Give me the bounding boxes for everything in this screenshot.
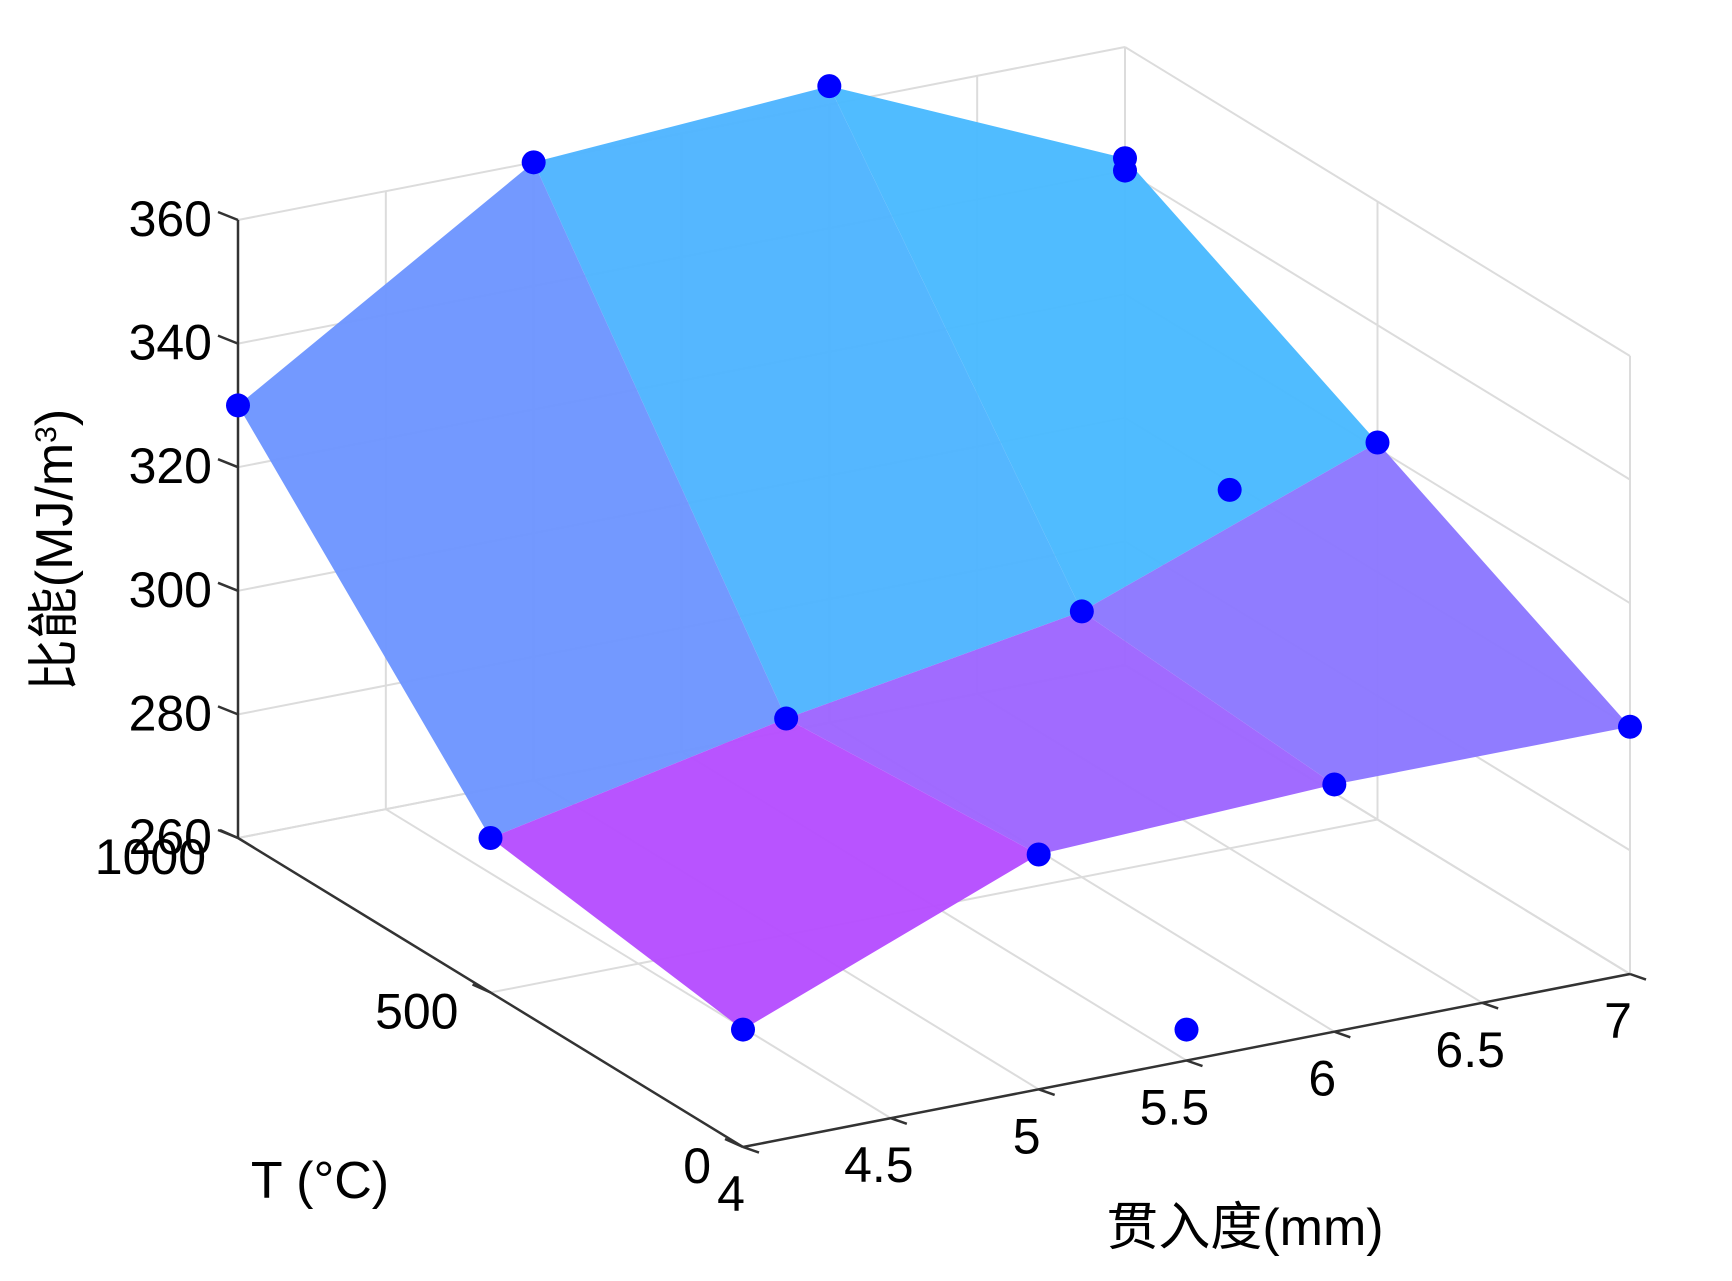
x-tick-mark	[1186, 1059, 1203, 1068]
data-point-marker	[1365, 430, 1390, 455]
data-point-marker	[478, 826, 503, 850]
z-axis-title: 比能(MJ/m3)	[26, 409, 84, 691]
z-tick-mark	[217, 210, 239, 222]
z-tick-mark	[217, 828, 239, 840]
side-wall-grid-z	[1124, 169, 1631, 481]
x-tick-label: 6.5	[1435, 1022, 1505, 1078]
y-tick-label: 500	[375, 984, 458, 1040]
x-tick-mark	[742, 1145, 760, 1154]
x-axis-title: 贯入度(mm)	[1106, 1199, 1383, 1257]
x-tick-mark	[890, 1116, 908, 1125]
data-point-marker	[1113, 158, 1137, 183]
z-tick-mark	[217, 581, 239, 592]
x-tick-mark	[1481, 1001, 1499, 1010]
z-tick-mark	[217, 334, 239, 345]
axes	[217, 210, 1647, 1154]
data-point-marker	[817, 74, 842, 99]
z-tick-mark	[217, 705, 239, 716]
z-tick-label: 280	[129, 685, 212, 741]
data-point-marker	[226, 393, 250, 418]
surface-patch	[490, 718, 1039, 1030]
data-point-marker	[1069, 599, 1094, 624]
data-point-marker	[1322, 772, 1347, 797]
data-point-marker	[1217, 477, 1242, 502]
z-axis-title-close: )	[26, 409, 84, 426]
surface-patch	[1081, 442, 1630, 785]
data-point-marker	[731, 1017, 755, 1042]
data-point-marker	[1618, 714, 1642, 739]
data-point-marker	[774, 706, 799, 731]
x-tick-mark	[1629, 972, 1647, 981]
data-point-marker	[521, 150, 546, 175]
surface-patches	[238, 86, 1630, 1030]
x-tick-label: 4	[717, 1166, 745, 1222]
x-tick-mark	[1333, 1030, 1351, 1039]
z-axis-title-superscript: 3	[30, 426, 63, 443]
z-tick-label: 300	[129, 562, 212, 618]
z-tick-label: 340	[129, 315, 212, 371]
z-tick-mark	[217, 458, 239, 469]
data-point-marker	[1174, 1017, 1199, 1042]
x-tick-label: 5	[1013, 1108, 1041, 1164]
z-axis-title-main: 比能(MJ/m	[26, 443, 84, 691]
z-tick-label: 320	[129, 438, 212, 494]
data-point-marker	[1026, 842, 1051, 867]
x-tick-label: 4.5	[844, 1137, 914, 1193]
x-tick-mark	[1038, 1088, 1056, 1097]
surface-patch	[238, 162, 787, 839]
data-markers	[226, 74, 1642, 1042]
x-tick-label: 5.5	[1140, 1080, 1210, 1136]
y-tick-mark	[724, 1137, 744, 1149]
y-tick-label: 0	[683, 1138, 711, 1194]
surface-patch	[533, 86, 1082, 719]
y-axis-title: T (°C)	[251, 1152, 389, 1210]
z-tick-label: 260	[129, 809, 212, 865]
x-tick-label: 7	[1604, 993, 1632, 1049]
side-wall-grid-z	[1124, 46, 1631, 357]
surface-patch	[786, 611, 1335, 855]
axis-titles: 贯入度(mm) T (°C) 比能(MJ/m3)	[26, 409, 1384, 1257]
x-tick-label: 6	[1308, 1051, 1336, 1107]
y-tick-label: 1000	[95, 829, 206, 885]
z-tick-label: 360	[129, 191, 212, 247]
y-tick-mark	[471, 983, 492, 994]
surface-patch	[829, 86, 1378, 612]
